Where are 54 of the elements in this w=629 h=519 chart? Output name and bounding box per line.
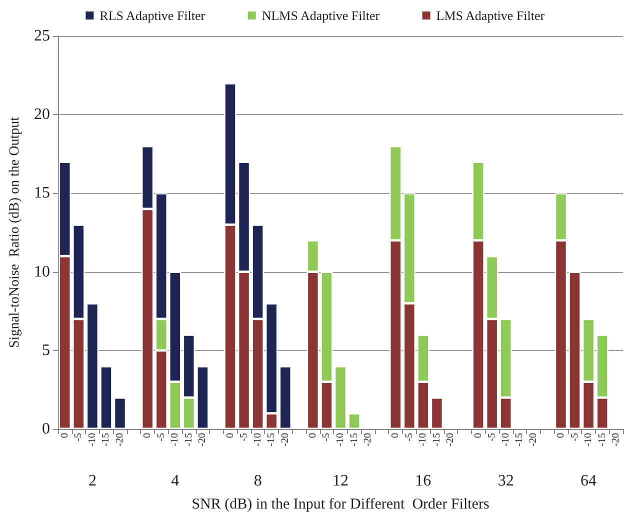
x-tick-label: -15: [514, 433, 526, 446]
x-tick-label: -5: [321, 433, 332, 442]
text: 8: [254, 472, 262, 490]
y-axis-title: Signal-toNoise Ratio (dB) on the Output: [8, 116, 22, 348]
legend-label: RLS Adaptive Filter: [100, 8, 206, 23]
y-tick-label: 20: [34, 106, 50, 124]
x-tick-label: 0: [555, 433, 566, 438]
text: 16: [415, 472, 432, 490]
y-tick-label: 10: [34, 263, 50, 280]
x-tick-label: 0: [224, 433, 236, 438]
y-tick-label: 25: [34, 28, 50, 44]
x-tick-label: -10: [418, 433, 429, 446]
x-tick-label: -10: [500, 433, 512, 446]
x-tick-label: -20: [280, 433, 291, 446]
y-tick-label: 5: [42, 342, 50, 359]
x-tick-label: -20: [362, 433, 374, 446]
text: 64: [580, 472, 597, 490]
x-tick-label: -20: [197, 433, 208, 446]
x-tick-label: 0: [142, 433, 154, 438]
x-tick-label: -15: [596, 433, 608, 446]
x-tick-label: 0: [307, 433, 318, 438]
x-tick-label: -10: [335, 433, 346, 446]
x-tick-label: -5: [404, 433, 415, 442]
x-tick-label: -20: [114, 433, 126, 446]
text: 2: [88, 472, 96, 490]
x-tick-label: -10: [252, 433, 264, 446]
bar: [430, 398, 444, 429]
x-tick-label: -15: [183, 433, 194, 446]
y-tick-label: 15: [34, 184, 50, 202]
legend-label: LMS Adaptive Filter: [436, 8, 546, 23]
legend-label: NLMS Adaptive Filter: [262, 8, 380, 23]
x-axis-title: SNR (dB) in the Input for Different Order Filters: [192, 496, 490, 512]
x-tick-label: -5: [238, 433, 250, 442]
bar: [279, 366, 292, 429]
x-tick-label: 0: [390, 433, 402, 438]
x-tick-label: -15: [266, 433, 278, 446]
text: 12: [332, 472, 348, 490]
x-tick-label: -20: [610, 433, 622, 446]
text: 4: [171, 472, 180, 490]
x-tick-label: -20: [528, 433, 539, 446]
x-tick-label: -15: [100, 433, 112, 446]
x-tick-label: -15: [431, 433, 442, 446]
x-tick-label: -20: [445, 433, 456, 446]
x-tick-label: 0: [59, 433, 70, 438]
x-tick-label: 0: [472, 433, 484, 438]
x-tick-label: -5: [73, 433, 84, 442]
x-tick-label: -5: [486, 433, 498, 442]
x-tick-label: -10: [583, 433, 594, 446]
x-tick-label: -5: [156, 433, 167, 442]
text: 32: [498, 472, 514, 490]
x-tick-label: -5: [569, 433, 580, 442]
x-tick-label: -15: [348, 433, 360, 446]
x-tick-label: -10: [170, 433, 181, 446]
x-tick-label: -10: [86, 433, 98, 446]
